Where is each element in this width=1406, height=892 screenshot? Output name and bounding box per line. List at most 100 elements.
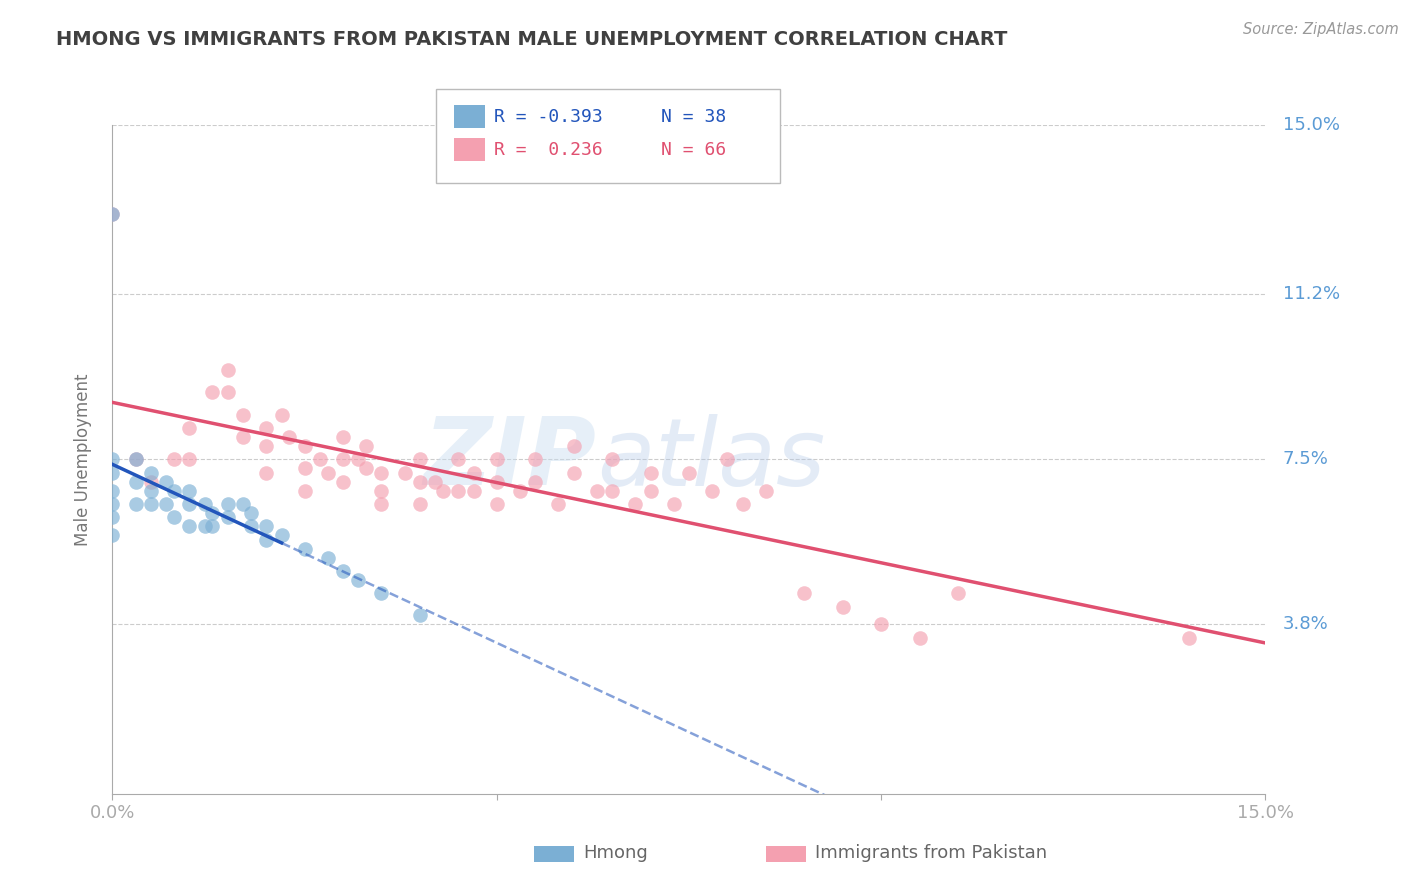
Text: HMONG VS IMMIGRANTS FROM PAKISTAN MALE UNEMPLOYMENT CORRELATION CHART: HMONG VS IMMIGRANTS FROM PAKISTAN MALE U…: [56, 30, 1008, 49]
Point: [270, 408, 292, 422]
Point: [793, 586, 815, 600]
Point: [217, 510, 239, 524]
Point: [155, 497, 177, 511]
Point: [217, 497, 239, 511]
Point: [232, 430, 254, 444]
Point: [179, 452, 201, 467]
Point: [254, 439, 277, 453]
Point: [870, 617, 893, 632]
Text: atlas: atlas: [596, 414, 825, 505]
Point: [908, 631, 931, 645]
Point: [124, 475, 146, 489]
Point: [524, 452, 547, 467]
Point: [163, 483, 186, 498]
Point: [201, 385, 224, 400]
Point: [232, 497, 254, 511]
Point: [463, 466, 485, 480]
Point: [662, 497, 685, 511]
Text: Source: ZipAtlas.com: Source: ZipAtlas.com: [1243, 22, 1399, 37]
Point: [700, 483, 723, 498]
Point: [485, 452, 508, 467]
Point: [562, 466, 585, 480]
Point: [163, 452, 186, 467]
Point: [101, 207, 124, 221]
Point: [201, 519, 224, 533]
Point: [239, 506, 262, 520]
Point: [678, 466, 700, 480]
Text: R =  0.236: R = 0.236: [494, 141, 602, 159]
Point: [370, 483, 392, 498]
Point: [716, 452, 738, 467]
Point: [370, 586, 392, 600]
Point: [485, 475, 508, 489]
Point: [217, 385, 239, 400]
Point: [309, 452, 332, 467]
Text: N = 66: N = 66: [661, 141, 725, 159]
Point: [425, 475, 447, 489]
Point: [101, 207, 124, 221]
Point: [101, 497, 124, 511]
Point: [562, 439, 585, 453]
Point: [124, 497, 146, 511]
Text: Hmong: Hmong: [583, 844, 648, 862]
Point: [624, 497, 647, 511]
Text: 15.0%: 15.0%: [1282, 116, 1340, 134]
Point: [509, 483, 531, 498]
Text: 3.8%: 3.8%: [1282, 615, 1329, 633]
Point: [179, 497, 201, 511]
Point: [101, 528, 124, 542]
Point: [278, 430, 301, 444]
Point: [139, 475, 162, 489]
Point: [316, 550, 339, 565]
Point: [332, 430, 354, 444]
Point: [254, 466, 277, 480]
Text: 7.5%: 7.5%: [1282, 450, 1329, 468]
Point: [179, 483, 201, 498]
Point: [485, 497, 508, 511]
Text: Immigrants from Pakistan: Immigrants from Pakistan: [815, 844, 1047, 862]
Point: [347, 452, 370, 467]
Point: [432, 483, 454, 498]
Text: N = 38: N = 38: [661, 108, 725, 126]
Point: [294, 483, 316, 498]
Point: [139, 497, 162, 511]
Point: [124, 452, 146, 467]
Point: [254, 421, 277, 435]
Point: [394, 466, 416, 480]
Point: [547, 497, 569, 511]
Point: [194, 497, 217, 511]
Text: 11.2%: 11.2%: [1282, 285, 1340, 303]
Point: [254, 533, 277, 547]
Point: [163, 510, 186, 524]
Point: [155, 475, 177, 489]
Point: [139, 466, 162, 480]
Point: [1177, 631, 1199, 645]
Point: [194, 519, 217, 533]
Point: [101, 452, 124, 467]
Point: [332, 475, 354, 489]
Point: [316, 466, 339, 480]
Point: [270, 528, 292, 542]
Point: [217, 363, 239, 377]
Point: [447, 483, 470, 498]
Point: [831, 599, 853, 614]
Point: [640, 466, 662, 480]
Point: [332, 452, 354, 467]
Point: [370, 497, 392, 511]
Point: [409, 497, 432, 511]
Text: R = -0.393: R = -0.393: [494, 108, 602, 126]
Point: [755, 483, 778, 498]
Point: [101, 510, 124, 524]
Point: [600, 452, 623, 467]
Point: [463, 483, 485, 498]
Point: [294, 541, 316, 556]
Text: ZIP: ZIP: [423, 413, 596, 506]
Point: [370, 466, 392, 480]
Point: [239, 519, 262, 533]
Point: [409, 452, 432, 467]
Point: [124, 452, 146, 467]
Point: [600, 483, 623, 498]
Point: [354, 461, 377, 475]
Point: [731, 497, 754, 511]
Point: [640, 483, 662, 498]
